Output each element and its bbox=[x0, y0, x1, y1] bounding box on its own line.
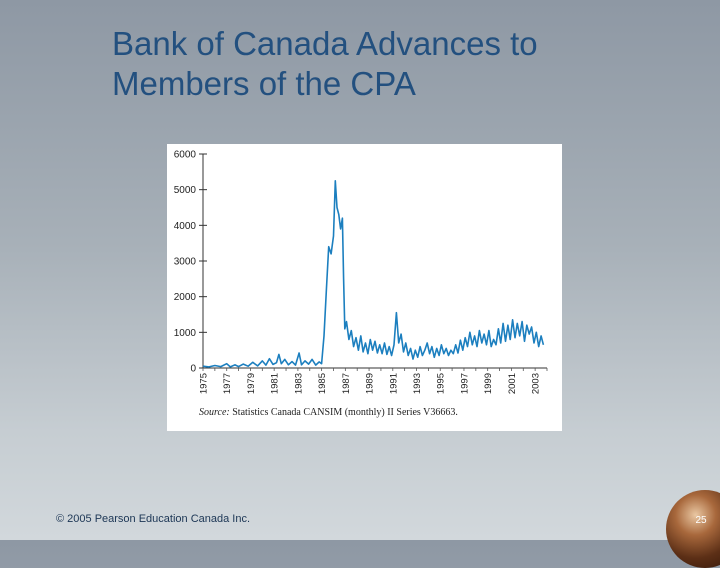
slide-title-line-1: Bank of Canada Advances to bbox=[112, 25, 538, 62]
slide-title: Bank of Canada Advances to Members of th… bbox=[112, 24, 672, 104]
x-tick-label: 1997 bbox=[459, 373, 470, 394]
x-tick-label: 1999 bbox=[483, 373, 494, 394]
page-number: 25 bbox=[695, 515, 707, 526]
line-chart: 0 1000 2000 3000 4000 5000 6000 1975 1977 1979 198… bbox=[174, 150, 548, 394]
x-tick-label: 1981 bbox=[270, 373, 281, 394]
series bbox=[202, 180, 545, 368]
x-tick-label: 1985 bbox=[317, 373, 328, 394]
chart-panel: 0 1000 2000 3000 4000 5000 6000 1975 1977 1979 198… bbox=[167, 144, 562, 431]
y-tick-label: 2000 bbox=[174, 292, 197, 303]
y-tick-label: 6000 bbox=[174, 150, 197, 161]
x-tick-label: 1983 bbox=[293, 373, 304, 394]
y-tick-label: 0 bbox=[190, 364, 196, 375]
page-ball-graphic bbox=[666, 490, 720, 568]
axes: 0 1000 2000 3000 4000 5000 6000 1975 1977 1979 198… bbox=[174, 150, 548, 394]
copyright-notice: © 2005 Pearson Education Canada Inc. bbox=[56, 513, 251, 525]
x-tick-label: 1993 bbox=[412, 373, 423, 394]
x-tick-label: 1975 bbox=[199, 373, 210, 394]
source-text: Statistics Canada CANSIM (monthly) II Se… bbox=[232, 407, 458, 418]
source-label: Source: bbox=[199, 407, 230, 418]
y-tick-label: 1000 bbox=[174, 328, 197, 339]
y-tick-label: 5000 bbox=[174, 185, 197, 196]
x-tick-label: 1989 bbox=[365, 373, 376, 394]
slide-title-line-2: Members of the CPA bbox=[112, 65, 416, 102]
x-tick-label: 1979 bbox=[246, 373, 257, 394]
x-tick-label: 2001 bbox=[507, 373, 518, 394]
source-note: Source: Statistics Canada CANSIM (monthl… bbox=[199, 407, 458, 418]
x-tick-label: 1977 bbox=[222, 373, 233, 394]
x-tick-label: 2003 bbox=[531, 373, 542, 394]
x-tick-label: 1991 bbox=[388, 373, 399, 394]
x-tick-label: 1995 bbox=[436, 373, 447, 394]
series-line bbox=[202, 180, 545, 368]
y-tick-label: 4000 bbox=[174, 221, 197, 232]
y-tick-label: 3000 bbox=[174, 257, 197, 268]
x-tick-label: 1987 bbox=[341, 373, 352, 394]
